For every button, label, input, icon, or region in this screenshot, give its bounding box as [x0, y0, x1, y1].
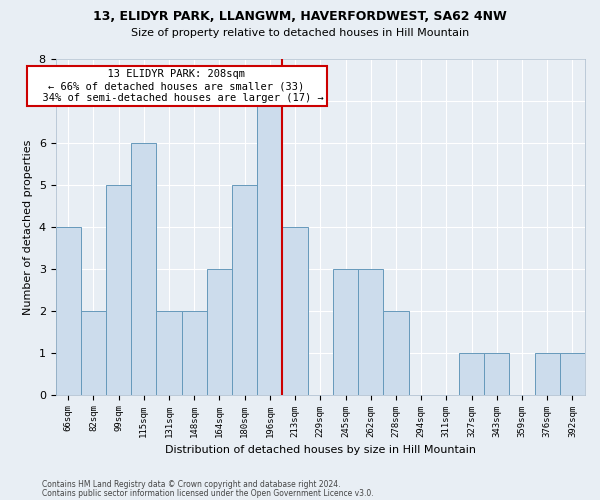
Bar: [81, 311, 106, 394]
Bar: [283, 227, 308, 394]
Text: Contains HM Land Registry data © Crown copyright and database right 2024.: Contains HM Land Registry data © Crown c…: [42, 480, 341, 489]
Text: Contains public sector information licensed under the Open Government Licence v3: Contains public sector information licen…: [42, 489, 374, 498]
Bar: [358, 269, 383, 394]
Bar: [459, 352, 484, 395]
Text: 13, ELIDYR PARK, LLANGWM, HAVERFORDWEST, SA62 4NW: 13, ELIDYR PARK, LLANGWM, HAVERFORDWEST,…: [93, 10, 507, 23]
Bar: [257, 101, 283, 394]
Bar: [383, 311, 409, 394]
Y-axis label: Number of detached properties: Number of detached properties: [23, 139, 33, 314]
Bar: [232, 185, 257, 394]
Bar: [207, 269, 232, 394]
Bar: [560, 352, 585, 395]
Bar: [157, 311, 182, 394]
Bar: [535, 352, 560, 395]
Text: Size of property relative to detached houses in Hill Mountain: Size of property relative to detached ho…: [131, 28, 469, 38]
X-axis label: Distribution of detached houses by size in Hill Mountain: Distribution of detached houses by size …: [165, 445, 476, 455]
Text: 13 ELIDYR PARK: 208sqm  
← 66% of detached houses are smaller (33)
  34% of semi: 13 ELIDYR PARK: 208sqm ← 66% of detached…: [30, 70, 323, 102]
Bar: [182, 311, 207, 394]
Bar: [333, 269, 358, 394]
Bar: [106, 185, 131, 394]
Bar: [56, 227, 81, 394]
Bar: [484, 352, 509, 395]
Bar: [131, 143, 157, 395]
